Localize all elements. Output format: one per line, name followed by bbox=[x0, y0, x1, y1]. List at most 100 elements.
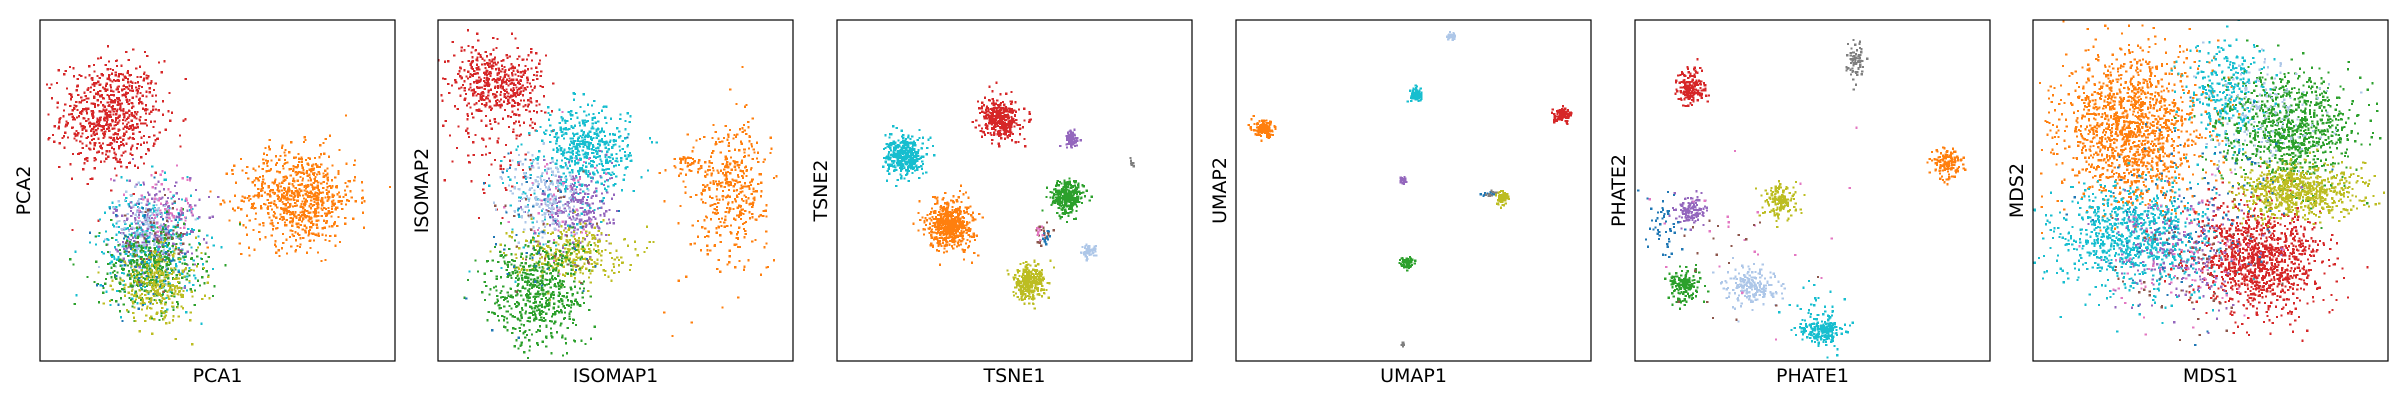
point bbox=[147, 273, 150, 276]
point bbox=[759, 214, 762, 217]
point bbox=[648, 137, 652, 140]
point bbox=[287, 190, 290, 193]
point bbox=[270, 159, 273, 162]
point bbox=[247, 177, 250, 180]
point bbox=[614, 159, 617, 162]
point bbox=[163, 283, 166, 286]
point bbox=[500, 60, 503, 63]
point bbox=[572, 98, 575, 101]
point bbox=[51, 97, 54, 100]
point bbox=[179, 253, 182, 256]
point bbox=[498, 69, 501, 72]
point bbox=[538, 59, 541, 62]
point bbox=[297, 213, 300, 216]
point bbox=[122, 78, 125, 81]
point bbox=[500, 103, 503, 106]
point bbox=[315, 194, 318, 197]
point bbox=[618, 130, 621, 133]
point bbox=[552, 200, 555, 203]
point bbox=[565, 164, 568, 167]
point bbox=[148, 231, 152, 234]
point bbox=[591, 117, 594, 120]
point bbox=[488, 65, 491, 68]
point bbox=[336, 206, 339, 209]
point bbox=[271, 181, 274, 184]
point bbox=[515, 148, 518, 151]
point bbox=[310, 199, 313, 202]
point bbox=[127, 87, 130, 90]
point bbox=[716, 184, 719, 187]
point bbox=[181, 251, 184, 254]
point bbox=[130, 232, 134, 235]
point bbox=[486, 77, 489, 80]
point bbox=[64, 69, 67, 72]
scatter-points bbox=[438, 29, 778, 360]
point bbox=[111, 223, 115, 226]
point bbox=[102, 291, 105, 294]
point bbox=[126, 238, 129, 241]
point bbox=[156, 264, 159, 267]
point bbox=[66, 122, 70, 125]
point bbox=[736, 161, 739, 164]
point bbox=[181, 262, 184, 265]
point bbox=[148, 112, 151, 115]
point bbox=[71, 228, 74, 231]
point bbox=[170, 219, 173, 222]
point bbox=[136, 110, 139, 114]
point bbox=[144, 260, 147, 263]
point bbox=[93, 102, 96, 106]
point bbox=[700, 249, 703, 252]
point bbox=[477, 39, 480, 42]
point bbox=[508, 55, 511, 58]
point bbox=[298, 191, 301, 194]
cluster-brown bbox=[124, 193, 185, 293]
point bbox=[157, 109, 160, 112]
point bbox=[558, 200, 561, 203]
point bbox=[282, 195, 285, 199]
point bbox=[548, 213, 552, 216]
point bbox=[579, 188, 582, 191]
point bbox=[324, 196, 327, 199]
point bbox=[590, 196, 593, 199]
point bbox=[463, 80, 466, 83]
point bbox=[294, 201, 297, 205]
point bbox=[136, 302, 139, 305]
point bbox=[153, 255, 156, 259]
point bbox=[306, 209, 309, 213]
point bbox=[75, 294, 78, 297]
point bbox=[743, 222, 746, 225]
point bbox=[734, 162, 737, 165]
point bbox=[106, 127, 109, 131]
point bbox=[485, 103, 488, 107]
point bbox=[282, 215, 285, 219]
point bbox=[144, 118, 147, 121]
point bbox=[173, 266, 176, 270]
point bbox=[284, 203, 287, 206]
point bbox=[289, 216, 292, 219]
point bbox=[622, 178, 625, 181]
point bbox=[63, 73, 66, 76]
point bbox=[485, 96, 488, 99]
point bbox=[127, 310, 130, 313]
point bbox=[703, 136, 706, 139]
point bbox=[314, 208, 317, 211]
point bbox=[324, 238, 327, 242]
point bbox=[196, 217, 199, 220]
point bbox=[153, 246, 156, 249]
point bbox=[344, 217, 347, 220]
point bbox=[483, 81, 487, 84]
point bbox=[149, 317, 152, 320]
point bbox=[114, 59, 117, 62]
point bbox=[142, 263, 145, 266]
point bbox=[514, 37, 517, 40]
point bbox=[308, 191, 311, 194]
point bbox=[583, 208, 587, 212]
point bbox=[123, 286, 126, 289]
point bbox=[120, 64, 123, 67]
point bbox=[303, 136, 306, 139]
point bbox=[759, 273, 763, 276]
point bbox=[258, 223, 261, 226]
point bbox=[606, 150, 609, 153]
point bbox=[597, 149, 600, 152]
point bbox=[612, 140, 616, 143]
